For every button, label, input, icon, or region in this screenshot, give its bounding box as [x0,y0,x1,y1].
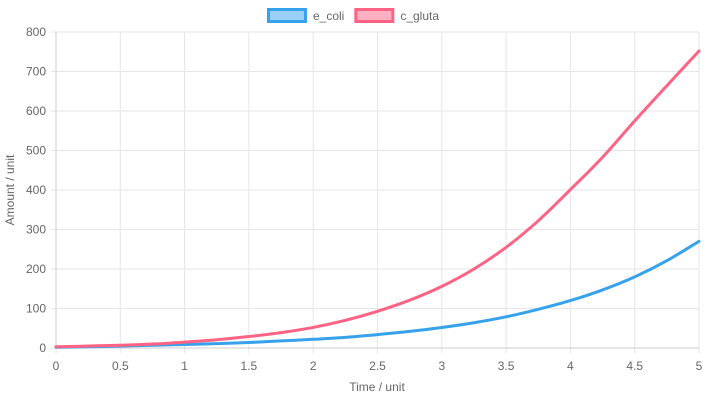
series-lines [54,49,701,349]
y-tick-label: 500 [26,144,46,158]
legend-item-e_coli[interactable]: e_coli [266,8,344,23]
x-tick-label: 3.5 [498,359,515,373]
legend-swatch-c_gluta [354,8,395,23]
x-tick-label: 4 [567,359,574,373]
y-tick-label: 700 [26,65,46,79]
y-tick-label: 600 [26,104,46,118]
series-line-c_gluta [54,49,701,349]
y-tick-label: 800 [26,25,46,39]
x-tick-label: 2 [310,359,317,373]
y-tick-label: 100 [26,302,46,316]
legend[interactable]: e_coli c_gluta [266,8,440,23]
legend-label-c_gluta: c_gluta [400,9,439,23]
y-tick-label: 400 [26,183,46,197]
grid-lines [51,31,700,353]
x-tick-label: 4.5 [626,359,643,373]
legend-item-c_gluta[interactable]: c_gluta [354,8,440,23]
x-tick-label: 5 [696,359,703,373]
x-tick-label: 0 [53,359,60,373]
x-tick-label: 3 [438,359,445,373]
y-axis-title: Amount / unit [3,154,17,225]
legend-swatch-e_coli [266,8,307,23]
axes: 0 0.5 1 1.5 2 2.5 3 3.5 4 4.5 5 0 100 200 300 400 500 600… [26,25,703,373]
y-tick-label: 200 [26,262,46,276]
x-tick-label: 2.5 [369,359,386,373]
y-tick-label: 0 [39,341,46,355]
x-tick-label: 1.5 [241,359,258,373]
x-tick-label: 0.5 [112,359,129,373]
y-tick-label: 300 [26,223,46,237]
legend-label-e_coli: e_coli [313,9,344,23]
x-axis-title: Time / unit [349,380,405,394]
x-tick-label: 1 [181,359,188,373]
